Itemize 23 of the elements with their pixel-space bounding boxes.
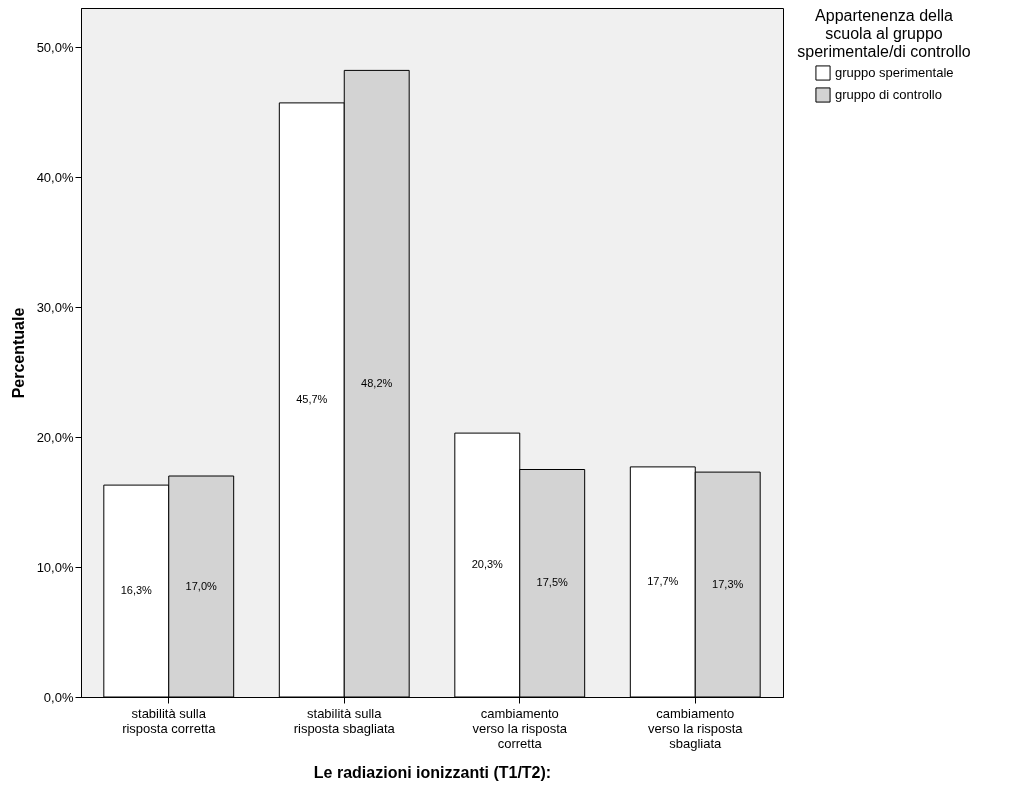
data-label: 17,3% xyxy=(712,577,744,590)
data-label: 48,2% xyxy=(361,376,393,389)
legend-label: gruppo sperimentale xyxy=(835,65,954,80)
data-label: 45,7% xyxy=(296,392,328,405)
data-label: 17,5% xyxy=(536,576,569,589)
data-label: 16,3% xyxy=(120,584,153,597)
y-tick-label: 0,0% xyxy=(43,689,74,705)
data-label: 17,0% xyxy=(185,579,218,592)
legend-title: Appartenenza della scuola al gruppo sperimentale/di controllo xyxy=(797,7,971,60)
y-axis-title: Percentuale xyxy=(9,307,27,399)
data-label: 17,7% xyxy=(647,574,679,587)
x-tick-label: cambiamento verso la risposta sbagliata xyxy=(647,705,744,751)
x-axis-title: Le radiazioni ionizzanti (T1/T2): xyxy=(313,763,552,781)
legend-label: gruppo di controllo xyxy=(835,87,942,102)
x-tick-label: stabilità sulla risposta sbagliata xyxy=(293,705,396,736)
y-tick-label: 30,0% xyxy=(36,299,74,315)
data-label: 20,3% xyxy=(471,558,504,571)
x-tick-label: stabilità sulla risposta corretta xyxy=(122,705,217,736)
y-tick-label: 10,0% xyxy=(36,559,74,575)
y-tick-label: 50,0% xyxy=(36,39,74,55)
y-tick-label: 20,0% xyxy=(36,429,74,445)
y-tick-label: 40,0% xyxy=(36,169,74,185)
x-tick-label: cambiamento verso la risposta corretta xyxy=(472,705,568,751)
